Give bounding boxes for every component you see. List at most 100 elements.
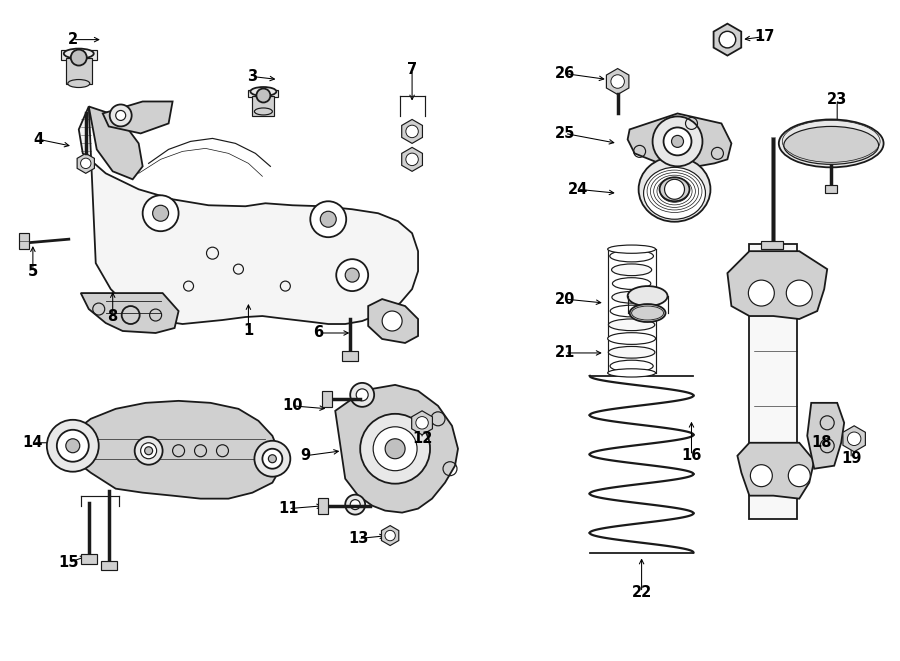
Circle shape [66,439,80,453]
Bar [248,89,278,97]
Polygon shape [382,525,399,545]
Ellipse shape [250,87,276,96]
Ellipse shape [610,305,653,317]
Bar [825,185,837,193]
Polygon shape [627,114,732,167]
Circle shape [81,158,91,169]
Circle shape [848,432,861,446]
Ellipse shape [644,167,706,219]
Polygon shape [843,426,866,451]
Circle shape [350,500,360,510]
Circle shape [749,280,774,306]
Text: 26: 26 [554,66,575,81]
Circle shape [153,206,168,221]
Circle shape [374,427,417,471]
Text: 16: 16 [681,448,702,463]
Text: 12: 12 [412,431,432,446]
Text: 25: 25 [554,126,575,141]
Ellipse shape [608,346,655,358]
Ellipse shape [610,360,653,372]
Ellipse shape [255,108,273,115]
Bar [66,58,92,83]
Polygon shape [737,443,814,498]
Polygon shape [727,251,827,319]
Text: 10: 10 [282,399,302,413]
Circle shape [263,449,283,469]
Circle shape [788,465,810,486]
Polygon shape [79,106,418,324]
Polygon shape [89,106,142,179]
Circle shape [611,75,625,89]
Ellipse shape [612,292,652,303]
Polygon shape [411,411,432,435]
Ellipse shape [608,332,655,344]
Circle shape [385,530,395,541]
Text: 6: 6 [313,325,323,340]
Circle shape [719,31,735,48]
Circle shape [255,441,291,477]
Circle shape [135,437,163,465]
Text: 22: 22 [632,585,652,600]
Circle shape [116,110,126,120]
Text: 3: 3 [248,69,257,84]
Polygon shape [807,403,844,469]
Text: 24: 24 [568,182,588,197]
Text: 18: 18 [811,435,832,450]
Ellipse shape [660,177,689,201]
Circle shape [416,416,428,429]
Circle shape [787,280,812,306]
Ellipse shape [608,319,655,330]
Bar [342,351,358,361]
Circle shape [360,414,430,484]
Polygon shape [401,120,422,143]
Circle shape [71,50,86,65]
Circle shape [140,443,157,459]
Ellipse shape [612,264,652,276]
Polygon shape [714,24,742,56]
Circle shape [310,201,346,237]
Circle shape [142,195,178,231]
Bar [750,244,797,519]
Ellipse shape [608,369,655,377]
Text: 20: 20 [554,292,575,307]
Ellipse shape [612,278,651,290]
Polygon shape [335,385,458,513]
Bar [252,97,274,116]
Ellipse shape [630,304,665,322]
Circle shape [110,104,131,126]
Text: 14: 14 [22,435,43,450]
Ellipse shape [608,245,655,253]
Polygon shape [368,299,418,343]
Text: 23: 23 [827,92,847,107]
Circle shape [671,136,683,147]
Circle shape [145,447,153,455]
Text: 1: 1 [243,323,254,338]
Circle shape [751,465,772,486]
Text: 5: 5 [28,264,38,279]
Ellipse shape [68,79,90,87]
Ellipse shape [784,126,878,165]
Bar [81,553,96,564]
Circle shape [356,389,368,401]
Ellipse shape [610,251,653,262]
Bar [19,233,29,249]
Text: 2: 2 [68,32,78,47]
Circle shape [382,311,402,331]
Text: 21: 21 [554,346,575,360]
Bar [61,50,96,59]
Ellipse shape [778,120,884,167]
Circle shape [406,125,419,137]
Polygon shape [607,69,629,95]
Text: 13: 13 [348,531,368,546]
Text: 11: 11 [278,501,299,516]
Polygon shape [77,153,94,173]
Circle shape [350,383,374,407]
Circle shape [47,420,99,472]
Ellipse shape [639,157,710,221]
Circle shape [406,153,419,166]
Circle shape [268,455,276,463]
Circle shape [652,116,703,167]
Ellipse shape [627,286,668,306]
Polygon shape [81,293,178,333]
Text: 7: 7 [407,62,417,77]
